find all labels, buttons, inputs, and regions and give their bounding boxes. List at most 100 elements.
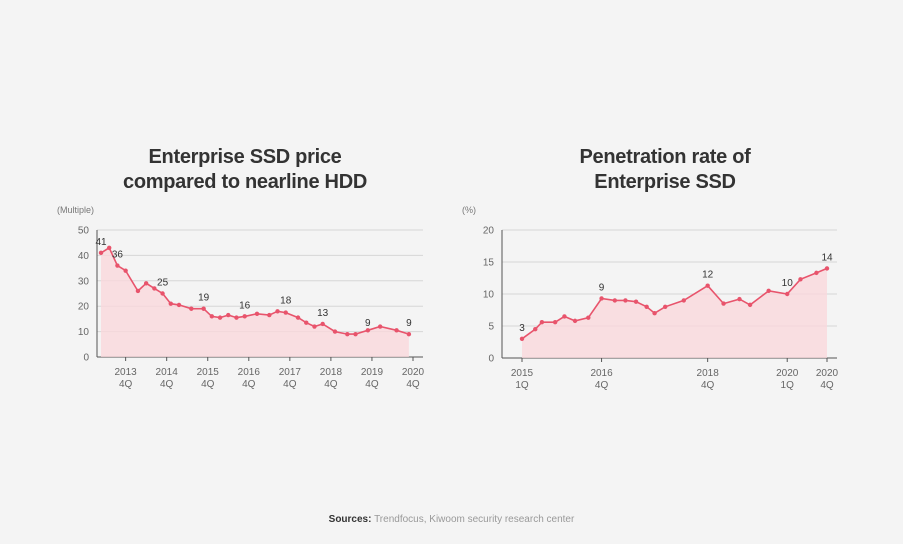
data-point [345,331,350,337]
x-tick-year: 2020 [402,367,425,378]
data-point [283,310,288,315]
data-label: 9 [599,282,605,293]
x-tick-quarter: 4Q [595,380,609,391]
data-point [242,314,247,319]
data-point [365,328,371,333]
data-point [135,288,141,294]
data-point [377,324,383,329]
x-tick-quarter: 4Q [365,379,379,390]
data-point [312,324,317,329]
data-point [234,315,239,320]
data-point [267,312,272,318]
data-point [394,328,399,333]
data-point [332,329,338,334]
data-point [586,315,591,320]
chart-title: Enterprise SSD price compared to nearlin… [45,145,445,195]
data-point [533,327,538,332]
chart-title: Penetration rate of Enterprise SSD [465,145,865,195]
series-area [522,268,827,358]
data-point [98,250,104,256]
y-tick-label: 20 [78,302,90,313]
data-point [633,299,639,304]
x-tick-quarter: 4Q [119,379,133,390]
data-label: 13 [317,308,329,319]
data-point [189,306,194,311]
chart-title-line-1: Enterprise SSD price [148,146,342,168]
data-point [320,321,325,327]
price-ratio-chart: Enterprise SSD price compared to nearlin… [45,140,445,410]
data-point [152,286,157,291]
x-tick-year: 2016 [238,367,261,378]
y-tick-label: 20 [483,226,495,237]
data-point [519,336,525,341]
chart-title-line-2: compared to nearline HDD [123,171,367,193]
data-point [123,268,128,273]
y-tick-label: 5 [488,322,494,333]
data-point [814,270,819,276]
data-point [798,277,803,282]
data-label: 3 [519,323,525,334]
data-label: 14 [821,252,833,263]
x-tick-quarter: 1Q [515,380,529,391]
data-point [143,281,149,286]
y-tick-label: 10 [78,327,90,338]
data-point [766,288,771,293]
data-label: 19 [198,293,210,304]
x-tick-quarter: 1Q [781,380,795,391]
chart-title-line-1: Penetration rate of [579,146,751,168]
x-tick-year: 2019 [361,367,384,378]
x-tick-year: 2016 [590,368,613,379]
x-tick-year: 2020 [816,368,839,379]
data-label: 41 [95,237,107,248]
x-tick-quarter: 4Q [242,379,256,390]
unit-label: (%) [462,205,476,215]
y-tick-label: 30 [78,276,90,287]
x-tick-quarter: 4Q [160,379,174,390]
penetration-rate-plot: (%)0510152020151Q20164Q20184Q20201Q20204… [462,205,839,391]
data-point [663,304,668,309]
data-point [115,263,120,268]
data-point [552,319,558,325]
data-point [160,291,165,296]
unit-label: (Multiple) [57,205,94,215]
data-label: 9 [406,318,412,329]
data-point [107,245,112,250]
data-point [737,296,742,302]
data-point [599,296,604,301]
x-tick-year: 2013 [115,367,138,378]
data-point [652,311,657,316]
series-area [101,247,409,357]
data-point [406,331,412,337]
data-point [275,309,280,314]
x-tick-quarter: 4Q [201,379,215,390]
data-label: 25 [157,278,169,289]
y-tick-label: 10 [483,290,495,301]
data-point [644,304,649,309]
penetration-rate-chart: Penetration rate of Enterprise SSD (%) 0 5… [462,140,865,410]
data-point [295,315,301,320]
sources-label: Sources: [328,514,372,525]
data-point [201,306,206,311]
y-tick-label: 0 [488,354,494,365]
x-tick-quarter: 4Q [701,380,715,391]
data-point [304,320,309,325]
x-tick-quarter: 4Q [820,380,834,391]
data-point [721,301,726,306]
y-tick-label: 40 [78,251,90,262]
data-label: 10 [782,278,794,289]
data-point [176,302,182,308]
data-label: 16 [239,300,251,311]
data-point [572,318,578,324]
data-point [623,298,628,303]
x-tick-year: 2017 [279,367,302,378]
x-tick-year: 2020 [776,368,799,379]
data-point [168,301,173,306]
data-label: 36 [112,250,124,261]
sources-text: Trendfocus, Kiwoom security research cen… [374,514,575,525]
data-point [226,312,231,318]
sources-note: Sources: Trendfocus, Kiwoom security res… [0,514,903,525]
data-point [681,298,686,303]
x-tick-year: 2015 [511,368,534,379]
y-tick-label: 0 [83,353,89,364]
price-ratio-plot: (Multiple)0102030405020134Q20144Q20154Q2… [57,205,425,390]
